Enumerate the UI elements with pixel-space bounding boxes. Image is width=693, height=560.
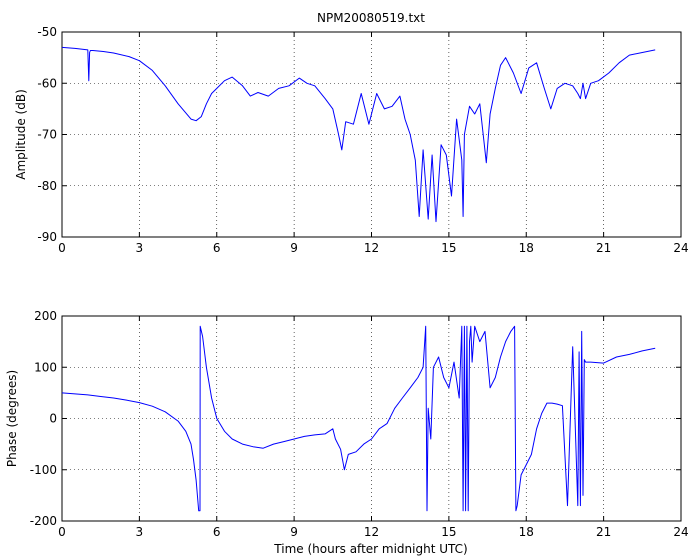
amplitude-series — [61, 46, 656, 223]
phase-y-tick-label: 100 — [34, 360, 57, 374]
amplitude-y-tick-label: -80 — [37, 179, 57, 193]
amplitude-y-tick-label: -50 — [37, 25, 57, 39]
x-axis-label: Time (hours after midnight UTC) — [273, 542, 467, 556]
phase-x-tick-label: 12 — [364, 525, 379, 539]
amplitude-grid — [62, 32, 681, 237]
phase-x-tick-label: 18 — [519, 525, 534, 539]
phase-panel: 0 3 6 9 12 15 18 21 24 -200 -100 0 100 200 Phase (de… — [5, 309, 689, 556]
amplitude-x-tick-label: 21 — [596, 241, 611, 255]
amplitude-x-tick-label: 15 — [441, 241, 456, 255]
phase-y-axis-label: Phase (degrees) — [5, 370, 19, 467]
phase-series — [61, 325, 656, 512]
amplitude-x-tick-label: 18 — [519, 241, 534, 255]
chart-title: NPM20080519.txt — [317, 11, 425, 25]
amplitude-x-tick-label: 0 — [58, 241, 66, 255]
phase-x-tick-label: 15 — [441, 525, 456, 539]
phase-y-tick-label: -200 — [30, 514, 57, 528]
phase-x-tick-label: 21 — [596, 525, 611, 539]
amplitude-x-tick-label: 6 — [213, 241, 221, 255]
amplitude-plot-frame — [61, 31, 682, 238]
amplitude-y-axis-label: Amplitude (dB) — [14, 89, 28, 180]
phase-plot-frame — [61, 315, 682, 522]
amplitude-x-tick-label: 24 — [673, 241, 688, 255]
amplitude-x-tick-labels: 0 3 6 9 12 15 18 21 24 — [58, 241, 688, 255]
phase-y-tick-labels: -200 -100 0 100 200 — [30, 309, 57, 528]
phase-y-tick-label: -100 — [30, 463, 57, 477]
amplitude-x-tick-label: 12 — [364, 241, 379, 255]
phase-y-tick-label: 0 — [49, 412, 57, 426]
phase-x-tick-label: 0 — [58, 525, 66, 539]
phase-y-tick-label: 200 — [34, 309, 57, 323]
phase-x-tick-labels: 0 3 6 9 12 15 18 21 24 — [58, 525, 688, 539]
phase-x-tick-label: 3 — [136, 525, 144, 539]
amplitude-x-tick-label: 9 — [290, 241, 298, 255]
amplitude-y-tick-label: -70 — [37, 128, 57, 142]
amplitude-y-tick-label: -60 — [37, 76, 57, 90]
phase-x-tick-label: 6 — [213, 525, 221, 539]
amplitude-y-tick-label: -90 — [37, 230, 57, 244]
phase-grid — [62, 316, 681, 521]
phase-x-tick-label: 24 — [673, 525, 688, 539]
amplitude-panel: NPM20080519.txt 0 3 6 9 12 15 18 21 24 -90 -80 -70… — [14, 11, 689, 255]
phase-x-tick-label: 9 — [290, 525, 298, 539]
amplitude-series-line — [61, 46, 656, 223]
phase-series-line — [61, 325, 656, 512]
amplitude-x-tick-label: 3 — [136, 241, 144, 255]
amplitude-y-tick-labels: -90 -80 -70 -60 -50 — [37, 25, 57, 244]
